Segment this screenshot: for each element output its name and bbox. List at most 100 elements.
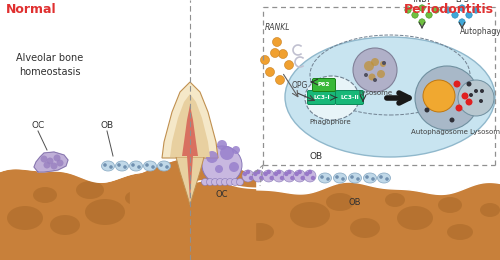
Circle shape	[54, 154, 60, 161]
Circle shape	[266, 68, 274, 76]
Circle shape	[350, 175, 354, 179]
Polygon shape	[187, 156, 193, 202]
Ellipse shape	[7, 206, 43, 230]
Circle shape	[249, 176, 253, 180]
Text: LC3-II: LC3-II	[340, 95, 359, 100]
Text: OC: OC	[32, 121, 44, 130]
Circle shape	[272, 37, 281, 47]
Circle shape	[415, 66, 479, 130]
Ellipse shape	[284, 170, 296, 182]
Polygon shape	[34, 152, 68, 172]
Circle shape	[466, 81, 471, 87]
Circle shape	[454, 81, 460, 88]
Circle shape	[311, 176, 315, 180]
Circle shape	[256, 170, 260, 174]
Circle shape	[459, 5, 465, 11]
Circle shape	[232, 179, 238, 185]
Circle shape	[356, 177, 360, 181]
Circle shape	[380, 61, 386, 67]
Circle shape	[466, 12, 472, 18]
Text: OB: OB	[310, 152, 322, 161]
Circle shape	[353, 48, 397, 92]
Circle shape	[260, 55, 270, 64]
Text: RANKL: RANKL	[265, 23, 291, 32]
Circle shape	[212, 179, 218, 185]
Text: Alveolar bone
homeostasis: Alveolar bone homeostasis	[16, 53, 84, 77]
Circle shape	[159, 163, 163, 167]
Ellipse shape	[326, 193, 354, 211]
Circle shape	[419, 5, 425, 11]
Ellipse shape	[273, 170, 285, 182]
Ellipse shape	[144, 161, 156, 171]
Ellipse shape	[294, 170, 306, 182]
Circle shape	[426, 12, 432, 18]
Circle shape	[479, 99, 483, 103]
Circle shape	[280, 176, 284, 180]
Circle shape	[243, 172, 247, 176]
Circle shape	[320, 175, 324, 179]
Circle shape	[462, 93, 468, 100]
Circle shape	[424, 107, 430, 113]
Ellipse shape	[50, 215, 80, 235]
Circle shape	[264, 172, 268, 176]
Circle shape	[294, 172, 299, 176]
Circle shape	[232, 146, 240, 154]
Circle shape	[117, 163, 121, 167]
Circle shape	[412, 12, 418, 18]
Ellipse shape	[102, 161, 114, 171]
Circle shape	[278, 49, 287, 58]
Ellipse shape	[199, 212, 231, 232]
Circle shape	[456, 105, 462, 112]
Circle shape	[206, 151, 218, 163]
Ellipse shape	[262, 170, 274, 182]
Circle shape	[480, 89, 484, 93]
Circle shape	[103, 163, 107, 167]
Circle shape	[202, 179, 208, 185]
Circle shape	[206, 179, 214, 185]
Ellipse shape	[130, 161, 142, 171]
Circle shape	[287, 170, 292, 174]
Circle shape	[56, 159, 64, 166]
Circle shape	[368, 74, 376, 81]
Circle shape	[131, 163, 135, 167]
Polygon shape	[162, 82, 218, 158]
Text: OC: OC	[216, 190, 228, 199]
Ellipse shape	[246, 223, 274, 241]
Circle shape	[290, 176, 294, 180]
Circle shape	[236, 179, 244, 185]
Ellipse shape	[125, 191, 145, 205]
Ellipse shape	[33, 187, 57, 203]
Ellipse shape	[290, 202, 330, 228]
Circle shape	[382, 61, 386, 65]
Circle shape	[284, 172, 288, 176]
Circle shape	[253, 172, 258, 176]
Ellipse shape	[202, 146, 242, 184]
Text: YNBY: YNBY	[412, 0, 432, 4]
Text: Normal: Normal	[6, 3, 56, 16]
Circle shape	[371, 58, 379, 66]
Circle shape	[474, 89, 478, 93]
Text: OB: OB	[349, 198, 361, 207]
Ellipse shape	[438, 197, 462, 213]
FancyBboxPatch shape	[308, 90, 336, 105]
Circle shape	[44, 161, 51, 168]
Circle shape	[46, 158, 54, 165]
Text: Autophagy: Autophagy	[460, 28, 500, 36]
Circle shape	[165, 165, 169, 169]
Ellipse shape	[228, 194, 252, 210]
Ellipse shape	[158, 161, 170, 171]
Circle shape	[109, 165, 113, 169]
Text: LC3-I: LC3-I	[313, 95, 330, 100]
Ellipse shape	[447, 224, 473, 240]
Ellipse shape	[158, 184, 182, 200]
Text: Lysosome: Lysosome	[358, 90, 392, 96]
Circle shape	[270, 176, 274, 180]
Ellipse shape	[397, 206, 433, 230]
Ellipse shape	[364, 173, 376, 183]
Circle shape	[445, 7, 451, 13]
Ellipse shape	[116, 161, 128, 171]
Circle shape	[326, 177, 330, 181]
Circle shape	[365, 175, 369, 179]
Ellipse shape	[350, 218, 380, 238]
Circle shape	[423, 80, 455, 112]
